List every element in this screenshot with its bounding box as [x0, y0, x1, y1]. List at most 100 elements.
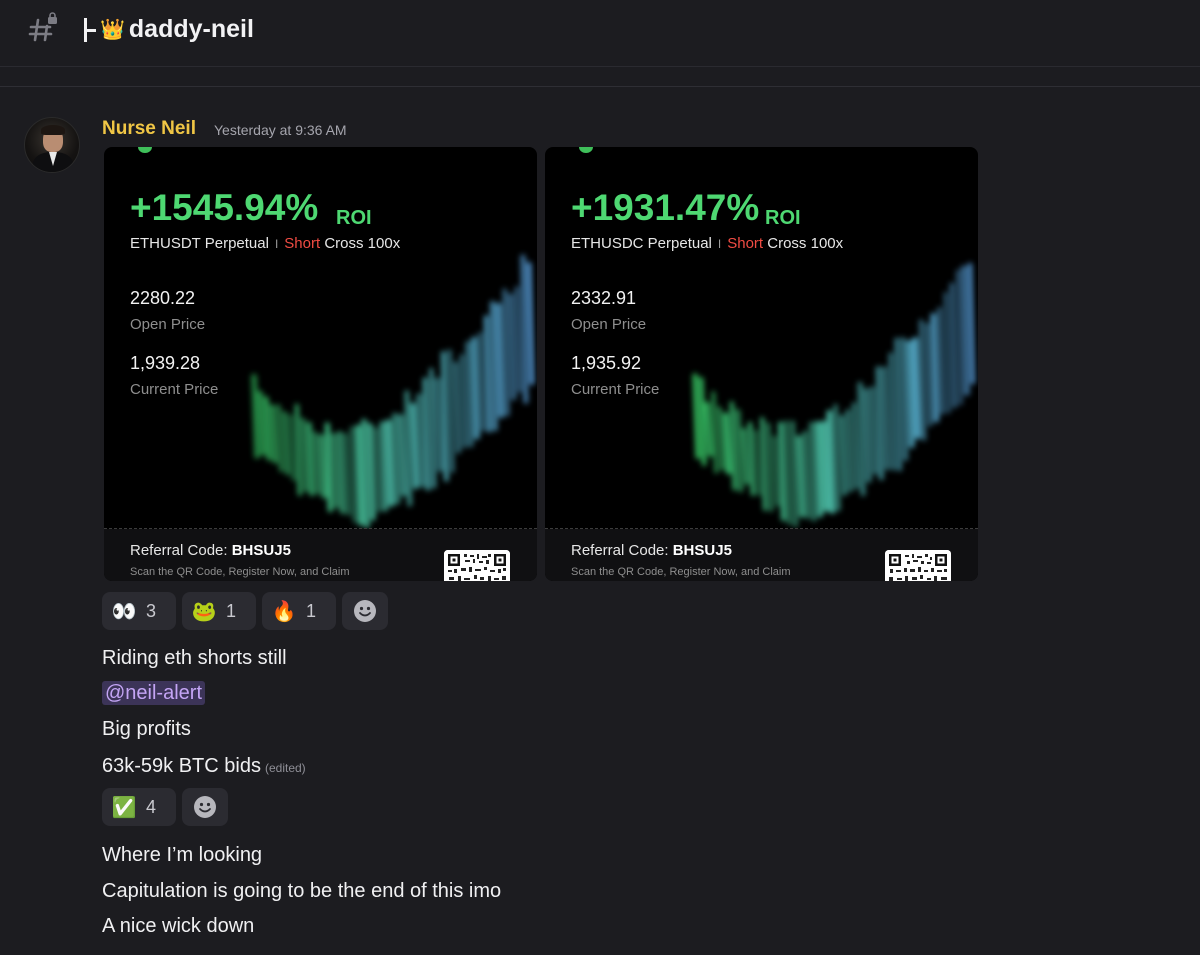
- wave-streak: [863, 387, 872, 483]
- wave-streak: [882, 366, 890, 471]
- trade-card-attachment[interactable]: +1931.47% ROI ETHUSDC Perpetual I Short Cr…: [545, 147, 978, 581]
- reaction-count: 4: [146, 796, 157, 817]
- message-line: Riding eth shorts still: [102, 647, 287, 669]
- wave-streak: [919, 319, 926, 441]
- wave-streak: [318, 433, 328, 499]
- wave-streak: [392, 412, 400, 505]
- message-line: Where I’m looking: [102, 844, 263, 866]
- wave-streak: [754, 429, 761, 496]
- trade-pair: ETHUSDT Perpetual I Short Cross 100x: [130, 235, 400, 252]
- reaction-count: 1: [226, 600, 237, 621]
- wave-streak: [960, 265, 970, 396]
- wave-streak: [416, 393, 425, 488]
- reaction-check[interactable]: ✅ 4: [102, 788, 176, 826]
- wave-streak: [410, 402, 419, 490]
- wave-streak: [404, 390, 413, 507]
- wave-streak: [313, 431, 320, 495]
- wave-streak: [484, 315, 492, 433]
- reaction-eyes[interactable]: 👀 3: [102, 592, 176, 630]
- referral-code: BHSUJ5: [231, 542, 291, 559]
- reaction-bar: ✅ 4: [102, 788, 228, 826]
- wave-streak: [949, 282, 957, 409]
- roi-value: +1545.94%: [130, 187, 319, 228]
- wave-streak: [925, 322, 932, 427]
- locked-text-channel-icon: [28, 12, 57, 42]
- wave-streak: [826, 409, 836, 514]
- wave-streak: [324, 422, 333, 513]
- qr-code-icon: [885, 550, 951, 581]
- wave-streak: [343, 432, 351, 516]
- header-divider: [0, 66, 1200, 67]
- referral-code: BHSUJ5: [672, 542, 732, 559]
- wave-streak: [778, 421, 787, 522]
- wave-streak: [350, 426, 357, 523]
- wave-streak: [852, 402, 859, 490]
- wave-streak: [367, 422, 376, 521]
- referral-label: Referral Code:: [571, 542, 669, 559]
- wave-streak: [276, 404, 284, 473]
- wave-streak: [809, 421, 816, 522]
- wave-streak: [270, 404, 278, 464]
- smiley-icon: [354, 600, 376, 622]
- wave-streak: [471, 336, 480, 440]
- message-line: @neil-alert: [102, 681, 206, 705]
- wave-streak: [288, 413, 296, 481]
- wave-streak: [784, 420, 792, 525]
- open-price-value: 2280.22: [130, 288, 196, 308]
- wave-streak: [735, 408, 744, 493]
- trade-pair: ETHUSDC Perpetual I Short Cross 100x: [571, 235, 843, 252]
- reaction-bar: 👀 3 🐸 1 🔥 1: [102, 592, 388, 630]
- wave-streak: [944, 292, 951, 414]
- trade-mode: Cross 100x: [767, 235, 844, 252]
- message-author[interactable]: Nurse Neil: [102, 118, 196, 139]
- channel-name: daddy-neil: [128, 15, 254, 43]
- roi-value: +1931.47%: [571, 187, 760, 228]
- reaction-count: 3: [146, 600, 157, 621]
- wave-streak: [502, 288, 510, 417]
- open-price-label: Open Price: [571, 316, 647, 333]
- message-timestamp[interactable]: Yesterday at 9:36 AM: [214, 122, 347, 138]
- referral-line: Referral Code: BHSUJ5: [130, 542, 291, 559]
- add-reaction-button[interactable]: [182, 788, 228, 826]
- wave-streak: [760, 417, 768, 511]
- qr-code-icon: [444, 550, 510, 581]
- wave-streak: [711, 391, 719, 474]
- wave-streak: [796, 434, 805, 518]
- wave-streak: [802, 430, 811, 519]
- trade-card-attachment[interactable]: +1545.94% ROI ETHUSDT Perpetual I Short Cr…: [104, 147, 537, 581]
- current-price-value: 1,935.92: [571, 353, 642, 373]
- avatar[interactable]: [24, 117, 80, 173]
- wave-streak: [912, 336, 921, 440]
- message-line: 63k-59k BTC bids (edited): [102, 755, 306, 778]
- wave-streak: [478, 332, 486, 432]
- wave-streak: [889, 352, 896, 471]
- role-mention[interactable]: @neil-alert: [102, 681, 206, 705]
- wave-streak: [717, 406, 724, 471]
- add-reaction-button[interactable]: [342, 592, 388, 630]
- reaction-fire[interactable]: 🔥 1: [262, 592, 336, 630]
- wave-streak: [833, 403, 841, 512]
- message-line: Big profits: [102, 718, 191, 740]
- current-price-value: 1,939.28: [130, 353, 201, 373]
- trade-side: Short: [727, 235, 764, 252]
- wave-streak: [839, 414, 847, 496]
- message-text: 63k-59k BTC bids: [102, 755, 261, 777]
- wave-streak: [331, 432, 339, 509]
- wave-streak: [968, 262, 975, 385]
- wave-streak: [263, 396, 272, 461]
- reaction-pepe[interactable]: 🐸 1: [182, 592, 256, 630]
- wave-streak: [937, 307, 944, 415]
- wave-streak: [748, 421, 755, 496]
- wave-streak: [374, 427, 382, 513]
- wave-streak: [465, 340, 474, 448]
- wave-streak: [698, 376, 707, 467]
- wave-streak: [515, 286, 522, 393]
- wave-streak: [900, 337, 908, 462]
- message-line: Capitulation is going to be the end of t…: [102, 880, 502, 902]
- wave-streak: [526, 261, 535, 386]
- wave-streak: [520, 254, 529, 404]
- wave-streak: [906, 339, 915, 449]
- referral-label: Referral Code:: [130, 542, 228, 559]
- pepe-frog-emoji: 🐸: [191, 600, 217, 623]
- wave-streak: [295, 403, 302, 496]
